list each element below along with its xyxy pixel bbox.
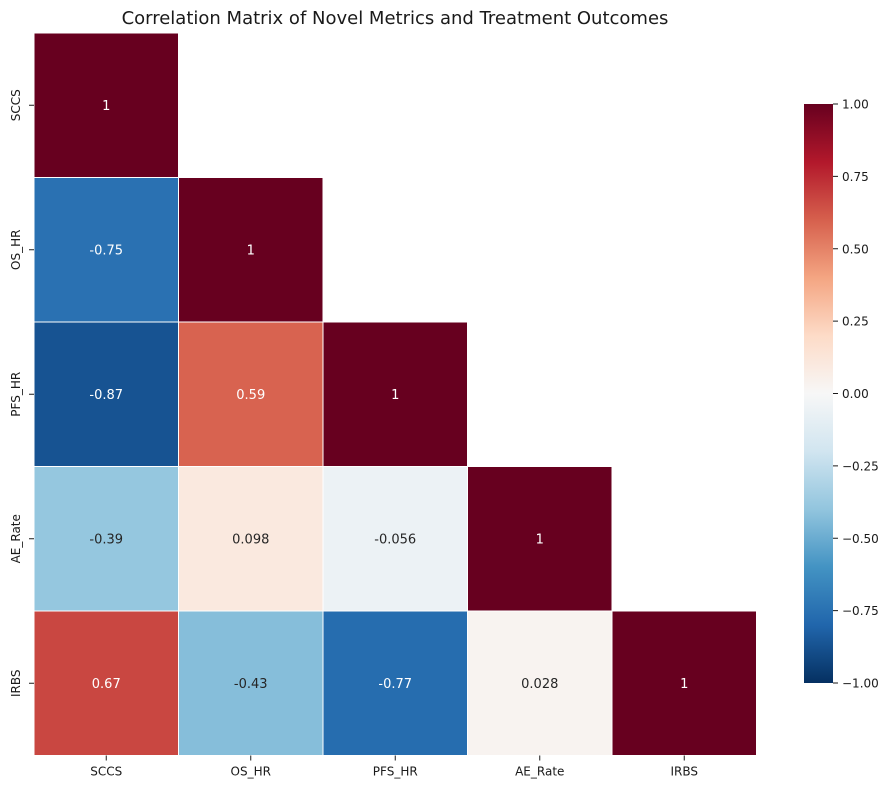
cell-value-label: 1 xyxy=(391,388,399,403)
heatmap-cell xyxy=(33,32,179,178)
cell-value-label: -0.77 xyxy=(378,677,412,692)
heatmap-cell xyxy=(322,610,468,756)
y-tick-label: AE_Rate xyxy=(9,514,23,563)
x-tick-label: OS_HR xyxy=(231,765,271,779)
y-tick-label: OS_HR xyxy=(9,230,23,270)
heatmap-cell xyxy=(178,466,324,612)
colorbar-tick-label: −1.00 xyxy=(842,677,879,691)
heatmap-cells: 1 -0.75 1 -0.87 0.59 1 -0.39 0.098 -0.056 1 0.67 -0… xyxy=(33,32,757,756)
x-tick-label: PFS_HR xyxy=(373,765,418,779)
colorbar-tick-label: 0.25 xyxy=(842,315,869,329)
y-tick-label: SCCS xyxy=(9,89,23,121)
cell-value-label: 1 xyxy=(536,532,544,547)
colorbar-tick-label: 0.50 xyxy=(842,242,869,256)
colorbar-tick-label: −0.50 xyxy=(842,532,879,546)
cell-value-label: 1 xyxy=(247,243,255,258)
cell-value-label: 0.67 xyxy=(92,677,121,692)
y-tick-label: IRBS xyxy=(9,669,23,697)
cell-value-label: -0.87 xyxy=(89,388,123,403)
colorbar-tick-label: −0.25 xyxy=(842,459,879,473)
colorbar-tick-label: −0.75 xyxy=(842,604,879,618)
cell-value-label: -0.39 xyxy=(89,532,123,547)
heatmap-cell xyxy=(178,177,324,323)
x-tick-label: AE_Rate xyxy=(515,765,564,779)
colorbar-tick-label: 0.75 xyxy=(842,170,869,184)
heatmap-cell xyxy=(322,321,468,467)
x-tick-label: IRBS xyxy=(670,765,698,779)
heatmap-cell xyxy=(178,321,324,467)
y-axis: SCCS OS_HR PFS_HR AE_Rate IRBS xyxy=(9,89,34,697)
cell-value-label: 1 xyxy=(680,677,688,692)
heatmap-cell xyxy=(33,466,179,612)
heatmap-cell xyxy=(178,610,324,756)
cell-value-label: 0.59 xyxy=(236,388,265,403)
x-axis: SCCS OS_HR PFS_HR AE_Rate IRBS xyxy=(90,755,698,779)
cell-value-label: -0.75 xyxy=(89,243,123,258)
heatmap-cell xyxy=(467,466,613,612)
x-tick-label: SCCS xyxy=(90,765,122,779)
cell-value-label: -0.056 xyxy=(374,532,416,547)
cell-value-label: 0.028 xyxy=(521,677,558,692)
colorbar-tick-label: 1.00 xyxy=(842,98,869,112)
heatmap-cell xyxy=(33,321,179,467)
cell-value-label: 1 xyxy=(102,99,110,114)
cell-value-label: -0.43 xyxy=(234,677,268,692)
heatmap-cell xyxy=(611,610,757,756)
colorbar-bar xyxy=(804,104,833,683)
colorbar: 1.00 0.75 0.50 0.25 0.00 −0.25 −0.50 −0.75 −1.00 xyxy=(804,98,879,691)
y-tick-label: PFS_HR xyxy=(9,372,23,417)
colorbar-tick-label: 0.00 xyxy=(842,387,869,401)
heatmap-cell xyxy=(467,610,613,756)
chart-title: Correlation Matrix of Novel Metrics and … xyxy=(122,8,669,29)
cell-value-label: 0.098 xyxy=(232,532,269,547)
heatmap-cell xyxy=(33,177,179,323)
